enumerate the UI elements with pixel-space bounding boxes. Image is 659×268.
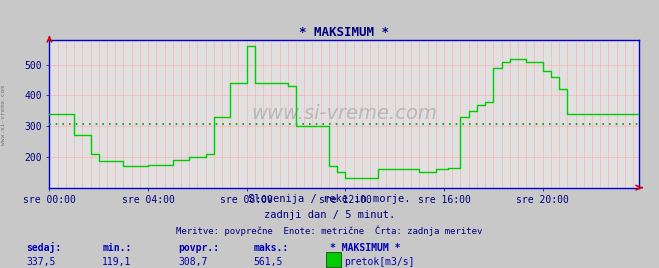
Text: www.si-vreme.com: www.si-vreme.com xyxy=(251,105,438,123)
Text: pretok[m3/s]: pretok[m3/s] xyxy=(344,257,415,267)
Text: www.si-vreme.com: www.si-vreme.com xyxy=(1,85,6,145)
Title: * MAKSIMUM *: * MAKSIMUM * xyxy=(299,26,389,39)
Text: maks.:: maks.: xyxy=(254,243,289,252)
Text: 308,7: 308,7 xyxy=(178,257,208,267)
Text: min.:: min.: xyxy=(102,243,132,252)
Text: sedaj:: sedaj: xyxy=(26,241,61,252)
Text: povpr.:: povpr.: xyxy=(178,243,219,252)
Text: * MAKSIMUM *: * MAKSIMUM * xyxy=(330,243,400,252)
Text: Slovenija / reke in morje.: Slovenija / reke in morje. xyxy=(248,194,411,204)
Text: Meritve: povprečne  Enote: metrične  Črta: zadnja meritev: Meritve: povprečne Enote: metrične Črta:… xyxy=(177,226,482,236)
Text: zadnji dan / 5 minut.: zadnji dan / 5 minut. xyxy=(264,210,395,220)
Text: 561,5: 561,5 xyxy=(254,257,283,267)
Text: 337,5: 337,5 xyxy=(26,257,56,267)
Text: 119,1: 119,1 xyxy=(102,257,132,267)
